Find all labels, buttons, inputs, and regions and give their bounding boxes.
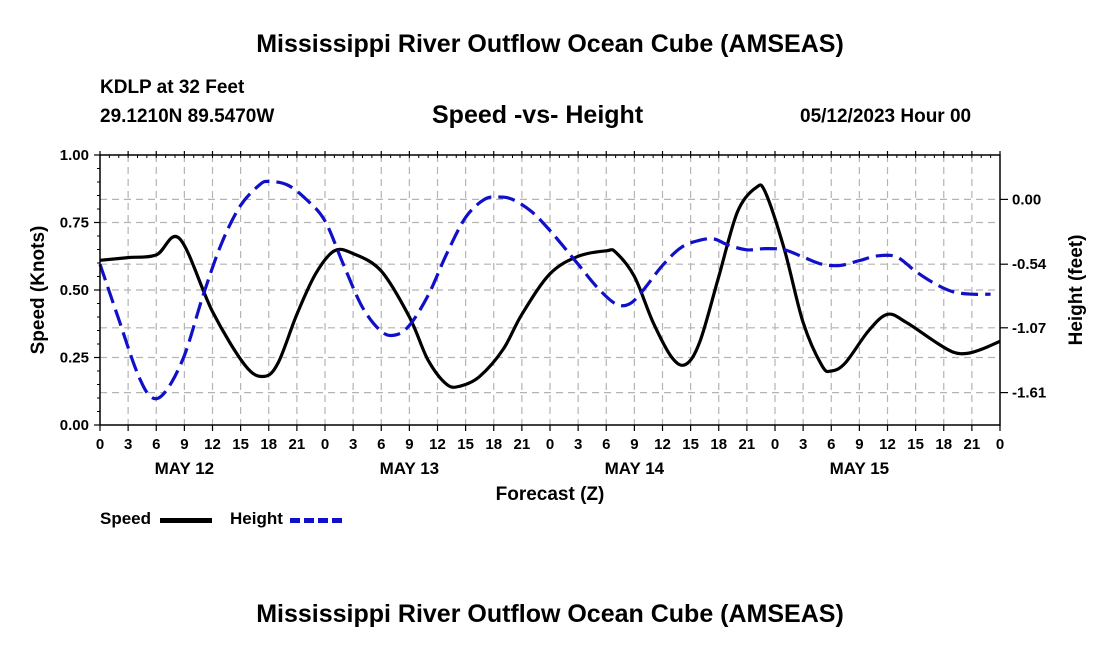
x-tick-label: 3 — [124, 436, 132, 453]
x-tick-label: 9 — [180, 436, 188, 453]
axis-ticks — [94, 151, 1008, 431]
y-tick-label-right: -0.54 — [1012, 256, 1047, 273]
chart-subtitle: Speed -vs- Height — [432, 101, 644, 129]
y-tick-label-right: -1.61 — [1012, 385, 1046, 402]
station-label: KDLP at 32 Feet — [100, 77, 245, 98]
x-tick-label: 12 — [429, 436, 446, 453]
plot-frame — [99, 154, 1001, 426]
speed-height-chart: 0 3 6 9 12 15 18 21 0 3 6 9 12 15 18 21 0 3 6 9 12 15 18 21 0 3 6 9… — [28, 147, 1087, 505]
y-tick-label-left: 1.00 — [60, 147, 89, 164]
y-tick-label-left: 0.50 — [60, 282, 89, 299]
x-tick-label: 12 — [654, 436, 671, 453]
x-day-label: MAY 14 — [605, 459, 665, 478]
x-axis-title: Forecast (Z) — [496, 484, 605, 505]
x-tick-label: 15 — [232, 436, 249, 453]
x-tick-label: 9 — [405, 436, 413, 453]
y-tick-label-left: 0.75 — [60, 215, 89, 232]
x-tick-label: 3 — [574, 436, 582, 453]
coordinates-label: 29.1210N 89.5470W — [100, 106, 275, 127]
x-tick-label: 3 — [799, 436, 807, 453]
x-tick-label: 6 — [602, 436, 610, 453]
x-tick-label: 12 — [879, 436, 896, 453]
legend-speed-swatch — [160, 518, 212, 523]
x-day-label: MAY 12 — [155, 459, 215, 478]
grid — [100, 155, 1000, 425]
x-day-label: MAY 15 — [830, 459, 890, 478]
x-tick-label: 3 — [349, 436, 357, 453]
y-tick-label-right: -1.07 — [1012, 320, 1046, 337]
y-tick-label-left: 0.00 — [60, 417, 89, 434]
x-tick-label: 18 — [935, 436, 952, 453]
height-series-line — [98, 179, 991, 401]
x-tick-label: 0 — [771, 436, 779, 453]
x-tick-label: 15 — [907, 436, 924, 453]
y-tick-label-left: 0.25 — [60, 350, 89, 367]
x-tick-label: 6 — [152, 436, 160, 453]
x-tick-label: 0 — [321, 436, 329, 453]
left-axis-title: Speed (Knots) — [28, 226, 49, 355]
x-tick-label: 6 — [827, 436, 835, 453]
x-tick-label: 21 — [289, 436, 306, 453]
x-tick-label: 18 — [710, 436, 727, 453]
x-tick-label: 0 — [996, 436, 1004, 453]
x-tick-label: 9 — [630, 436, 638, 453]
chart-main-title: Mississippi River Outflow Ocean Cube (AM… — [256, 30, 844, 58]
right-axis-title: Height (feet) — [1066, 235, 1087, 346]
x-tick-label: 15 — [682, 436, 699, 453]
series — [98, 179, 1001, 401]
x-tick-label: 0 — [96, 436, 104, 453]
x-tick-label: 18 — [260, 436, 277, 453]
x-tick-label: 12 — [204, 436, 221, 453]
legend-height-label: Height — [230, 509, 283, 528]
chart-footer-title: Mississippi River Outflow Ocean Cube (AM… — [256, 600, 844, 628]
x-tick-label: 18 — [485, 436, 502, 453]
legend-height-swatch — [290, 518, 342, 523]
forecast-timestamp: 05/12/2023 Hour 00 — [800, 106, 972, 127]
y-tick-label-right: 0.00 — [1012, 191, 1041, 208]
x-tick-label: 21 — [964, 436, 981, 453]
speed-series-line — [99, 183, 1001, 389]
x-tick-label: 9 — [855, 436, 863, 453]
x-tick-label: 0 — [546, 436, 554, 453]
x-tick-label: 21 — [739, 436, 756, 453]
axis-labels: 0 3 6 9 12 15 18 21 0 3 6 9 12 15 18 21 0 3 6 9 12 15 18 21 0 3 6 9… — [60, 147, 1047, 478]
x-tick-label: 6 — [377, 436, 385, 453]
x-day-label: MAY 13 — [380, 459, 440, 478]
x-tick-label: 21 — [514, 436, 531, 453]
legend-speed-label: Speed — [100, 509, 152, 528]
x-tick-label: 15 — [457, 436, 474, 453]
legend: Speed Height — [100, 508, 360, 530]
